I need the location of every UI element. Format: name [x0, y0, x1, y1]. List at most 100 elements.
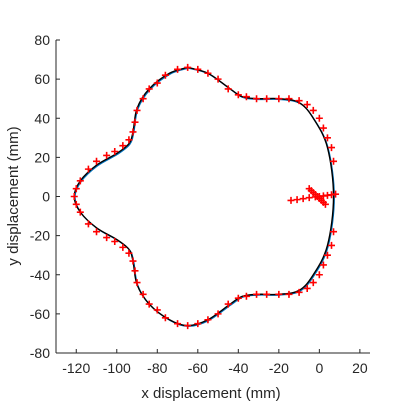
plot-lines — [73, 66, 335, 328]
data-marker — [315, 271, 323, 279]
data-marker — [234, 91, 242, 99]
data-marker — [133, 279, 141, 287]
x-tick-label: -100 — [103, 360, 131, 376]
data-marker — [70, 193, 78, 200]
x-axis-label: x displacement (mm) — [141, 385, 280, 402]
plot-markers — [70, 63, 340, 330]
data-marker — [145, 85, 153, 93]
data-marker — [145, 300, 153, 308]
data-marker — [139, 95, 147, 103]
y-tick-label: 80 — [34, 32, 50, 48]
data-marker — [103, 234, 111, 242]
estimate-path — [74, 67, 335, 328]
data-marker — [319, 261, 327, 269]
data-marker — [285, 95, 293, 103]
data-marker — [129, 257, 137, 265]
data-marker — [323, 134, 331, 142]
data-marker — [76, 208, 84, 216]
data-marker — [321, 200, 329, 208]
data-marker — [93, 157, 101, 165]
data-marker — [295, 288, 303, 296]
x-tick-label: -60 — [188, 360, 208, 376]
data-marker — [285, 290, 293, 298]
data-marker — [111, 148, 119, 156]
axes: -120 -100 -80 -60 -40 -20 0 20 80 60 40 20 0 -20 -40 -6… — [30, 32, 370, 376]
data-marker — [174, 65, 182, 73]
data-marker — [332, 190, 340, 198]
x-tick-label: -40 — [228, 360, 248, 376]
data-marker — [303, 284, 311, 292]
data-marker — [93, 228, 101, 236]
data-marker — [133, 106, 141, 114]
data-marker — [309, 279, 317, 287]
y-tick-label: 60 — [34, 71, 50, 87]
data-marker — [263, 95, 271, 103]
y-tick-label: -80 — [30, 345, 50, 361]
data-marker — [84, 165, 92, 173]
data-marker — [323, 251, 331, 259]
y-tick-label: -40 — [30, 267, 50, 283]
data-marker — [242, 292, 250, 300]
data-marker — [72, 185, 80, 193]
data-marker — [103, 151, 111, 159]
data-marker — [295, 97, 303, 105]
x-tick-label: 20 — [352, 360, 368, 376]
data-marker — [131, 118, 139, 126]
data-marker — [224, 300, 232, 308]
data-marker — [234, 294, 242, 302]
data-marker — [139, 290, 147, 298]
data-marker — [76, 177, 84, 185]
x-tick-label: -20 — [269, 360, 289, 376]
data-marker — [253, 95, 261, 103]
data-marker — [153, 79, 161, 87]
y-tick-label: 0 — [42, 189, 50, 205]
data-marker — [125, 249, 133, 257]
data-marker — [299, 195, 307, 203]
data-marker — [224, 85, 232, 93]
data-marker — [242, 93, 250, 101]
data-marker — [328, 144, 336, 152]
data-marker — [303, 101, 311, 109]
data-marker — [214, 75, 222, 83]
x-tick-label: 0 — [315, 360, 323, 376]
data-marker — [204, 316, 212, 324]
data-marker — [119, 243, 127, 251]
data-marker — [305, 194, 313, 202]
data-marker — [253, 290, 261, 298]
data-marker — [214, 310, 222, 318]
data-marker — [194, 320, 202, 328]
reference-path — [73, 66, 335, 327]
data-marker — [287, 196, 295, 204]
data-marker — [275, 95, 283, 103]
data-marker — [161, 314, 169, 322]
data-marker — [131, 267, 139, 275]
x-tick-label: -120 — [62, 360, 90, 376]
data-marker — [119, 142, 127, 150]
data-marker — [184, 322, 192, 330]
data-marker — [161, 71, 169, 79]
x-tick-label: -80 — [147, 360, 167, 376]
data-marker — [174, 320, 182, 328]
y-tick-label: 40 — [34, 110, 50, 126]
data-marker — [319, 124, 327, 132]
data-marker — [153, 306, 161, 314]
data-marker — [125, 136, 133, 144]
data-marker — [111, 237, 119, 245]
y-axis-label: y displacement (mm) — [5, 126, 22, 265]
data-marker — [330, 228, 338, 236]
data-marker — [263, 290, 271, 298]
data-marker — [315, 114, 323, 122]
data-marker — [275, 290, 283, 298]
data-marker — [84, 220, 92, 228]
y-tick-label: 20 — [34, 149, 50, 165]
data-marker — [184, 63, 192, 71]
data-marker — [129, 128, 137, 136]
data-marker — [330, 157, 338, 165]
data-marker — [293, 196, 301, 204]
data-marker — [328, 241, 336, 249]
y-tick-label: -60 — [30, 306, 50, 322]
data-marker — [72, 200, 80, 208]
data-marker — [194, 65, 202, 73]
data-marker — [204, 69, 212, 77]
